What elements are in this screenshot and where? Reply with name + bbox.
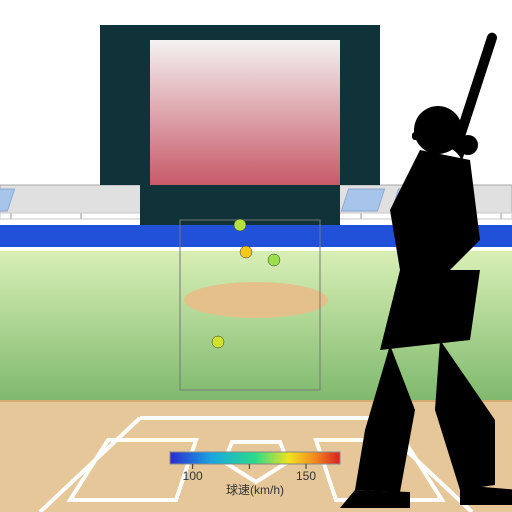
velocity-tick-label: 150 (296, 469, 316, 483)
mound (184, 282, 328, 318)
pitch-marker (240, 246, 252, 258)
velocity-colorbar (170, 452, 340, 464)
pitch-marker (212, 336, 224, 348)
pitch-location-chart: 100 150 球速(km/h) (0, 0, 512, 512)
chart-svg: 100 150 球速(km/h) (0, 0, 512, 512)
velocity-axis-label: 球速(km/h) (226, 483, 284, 497)
velocity-tick-label: 100 (183, 469, 203, 483)
pitch-marker (234, 219, 246, 231)
pitch-marker (268, 254, 280, 266)
scoreboard-screen (150, 40, 340, 185)
stands-panel (341, 189, 384, 211)
